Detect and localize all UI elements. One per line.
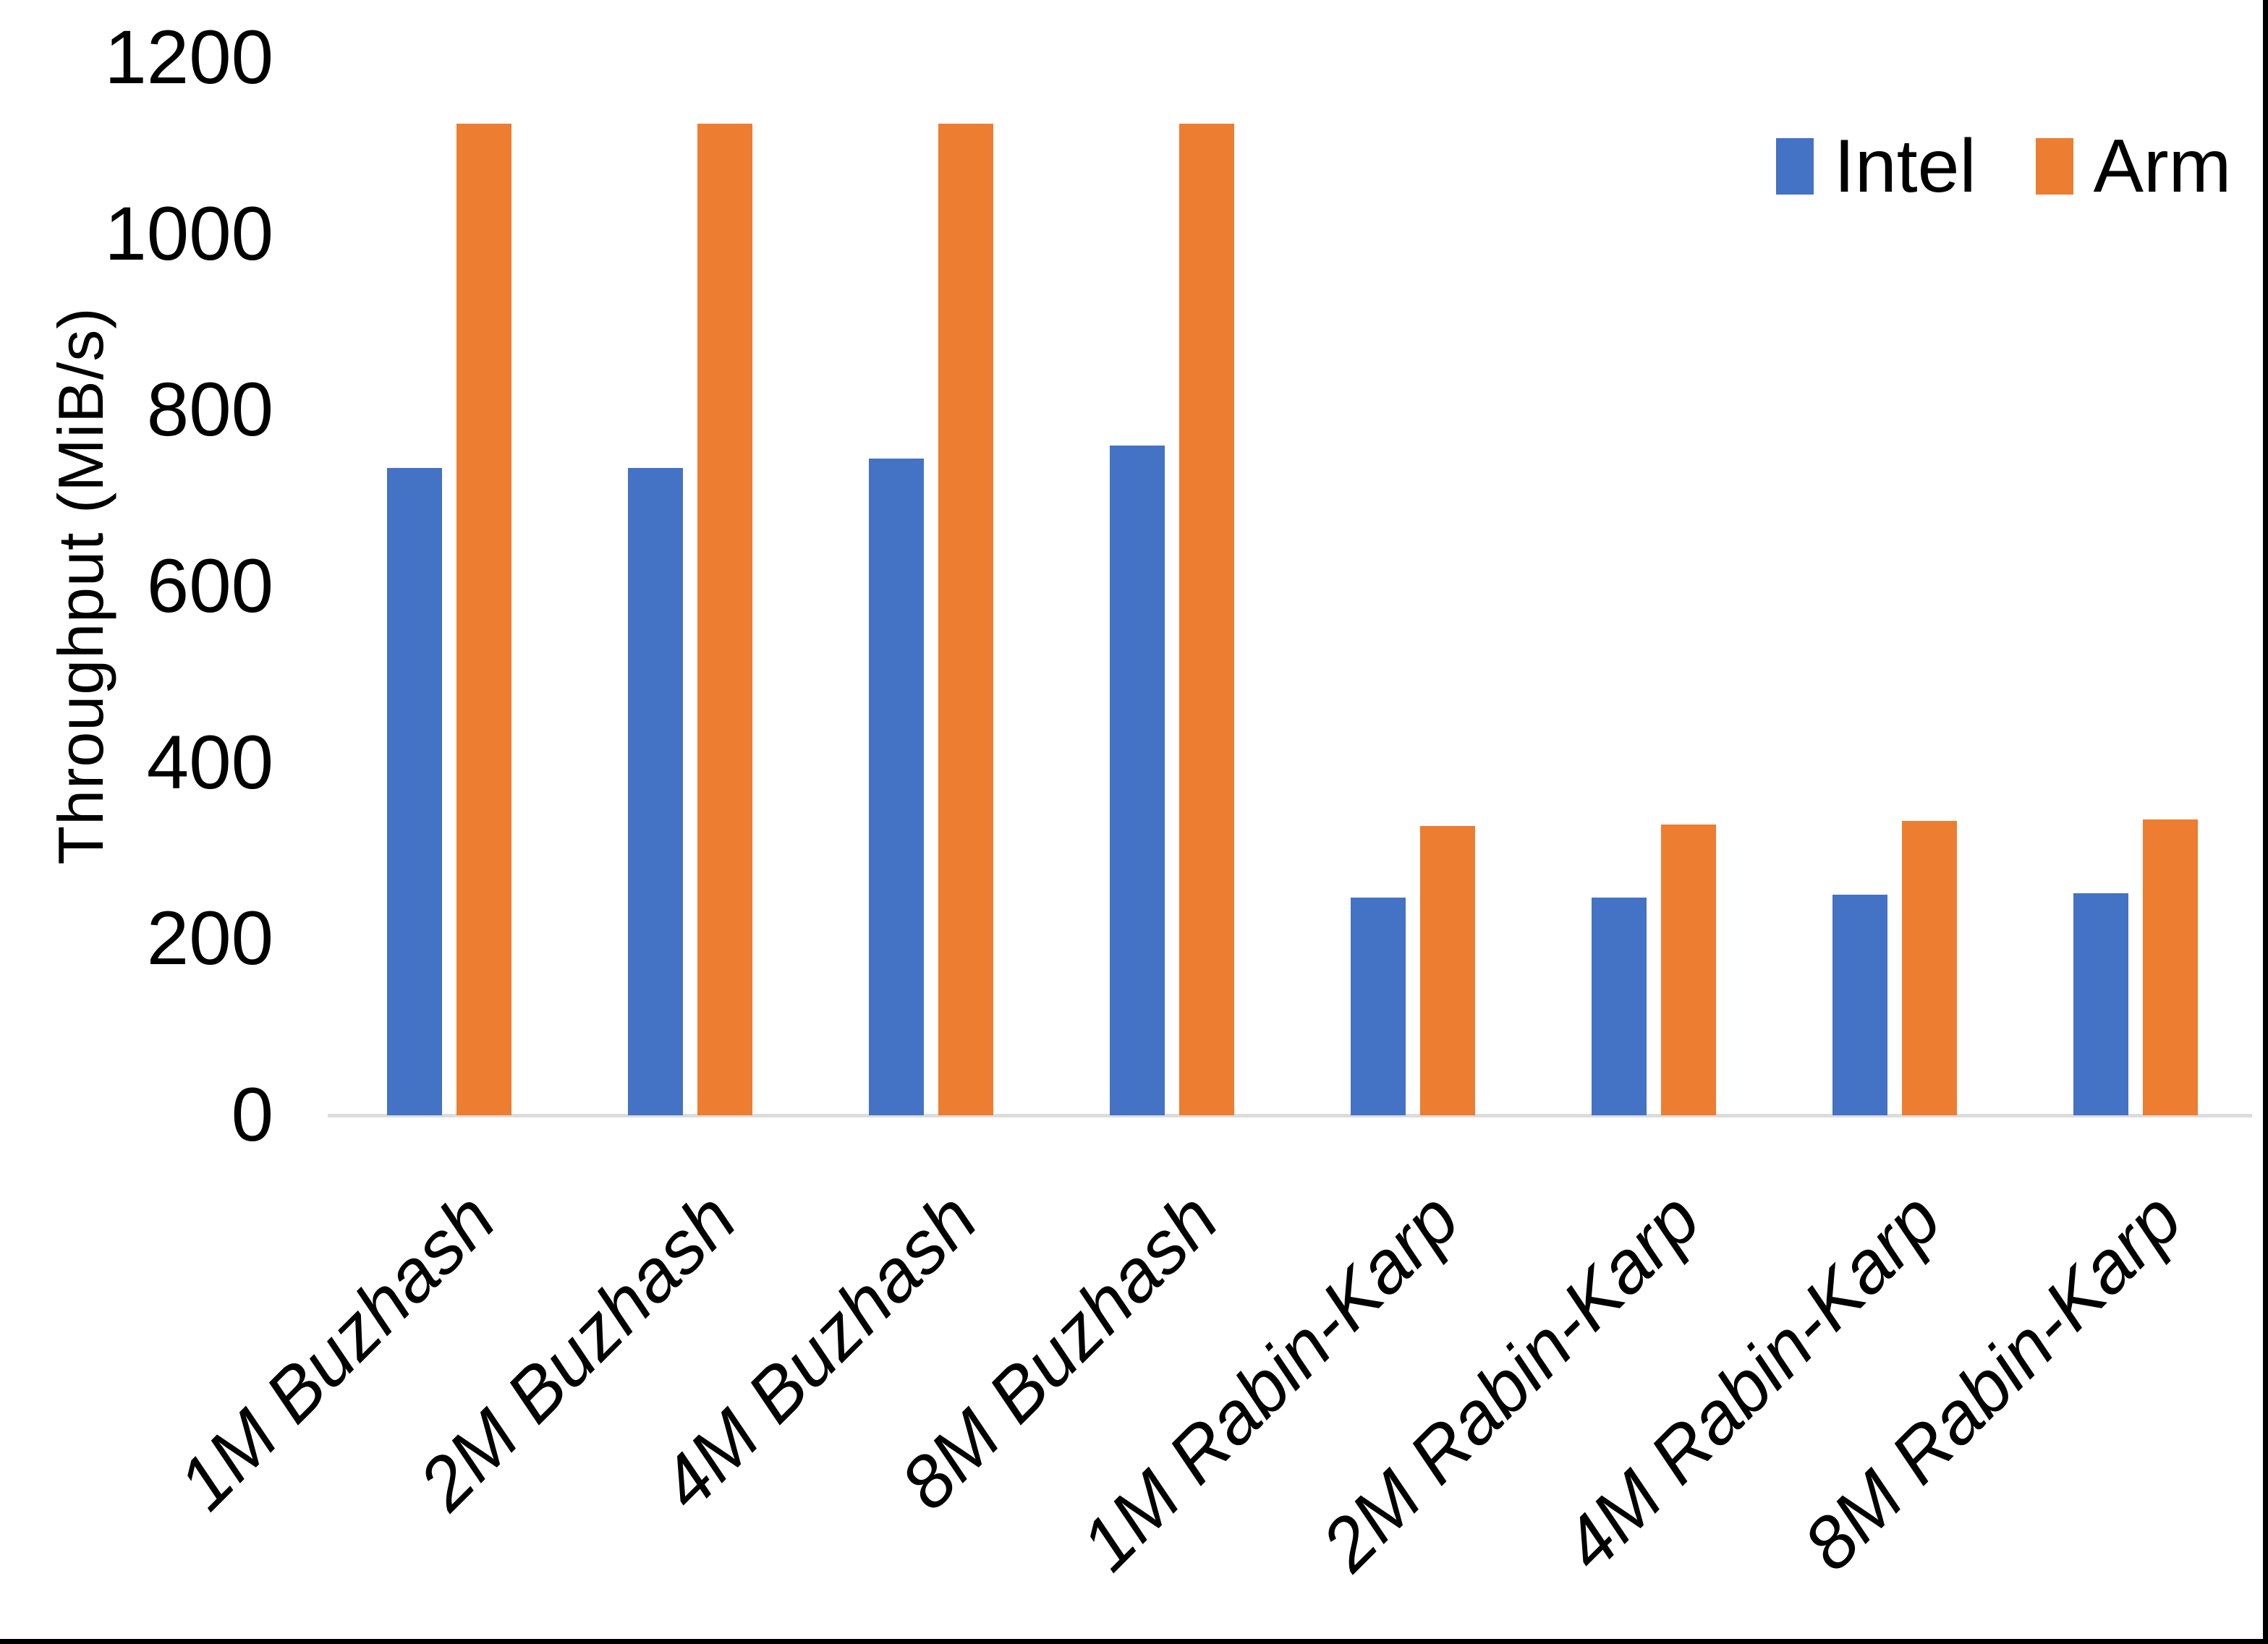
y-tick-600: 600 [146,544,273,629]
y-tick-1000: 1000 [104,192,273,276]
legend-item-arm: Arm [2035,122,2232,211]
bar-arm-4m-buzhash [938,124,993,1115]
bar-intel-2m-buzhash [628,468,683,1115]
bar-intel-8m-buzhash [1110,446,1165,1115]
bar-intel-2m-rabin-karp [1592,898,1647,1115]
bar-arm-1m-rabin-karp [1420,826,1475,1115]
legend-label-intel: Intel [1834,124,1976,208]
bar-arm-1m-buzhash [456,124,511,1115]
bar-intel-4m-buzhash [869,459,924,1115]
y-tick-800: 800 [146,367,273,452]
legend: Intel Arm [1776,122,2231,211]
intel-series-swatch-icon [1776,138,1814,195]
x-axis-line [328,1114,2252,1117]
bar-arm-8m-buzhash [1179,124,1234,1115]
frame-border-bottom [0,1639,2268,1644]
arm-series-swatch-icon [2035,138,2073,195]
frame-border-right [2263,0,2268,1644]
y-tick-400: 400 [146,720,273,805]
bar-arm-8m-rabin-karp [2143,819,2198,1115]
bar-intel-8m-rabin-karp [2073,893,2128,1115]
bar-intel-4m-rabin-karp [1832,895,1887,1115]
y-tick-1200: 1200 [104,15,273,100]
legend-item-intel: Intel [1776,122,1976,211]
y-tick-200: 200 [146,896,273,981]
bar-intel-1m-rabin-karp [1351,898,1406,1115]
bar-arm-4m-rabin-karp [1902,821,1957,1115]
legend-label-arm: Arm [2093,124,2232,208]
bar-arm-2m-rabin-karp [1661,825,1716,1115]
bar-intel-1m-buzhash [387,468,442,1115]
bar-arm-2m-buzhash [697,124,752,1115]
y-tick-0: 0 [231,1073,273,1157]
